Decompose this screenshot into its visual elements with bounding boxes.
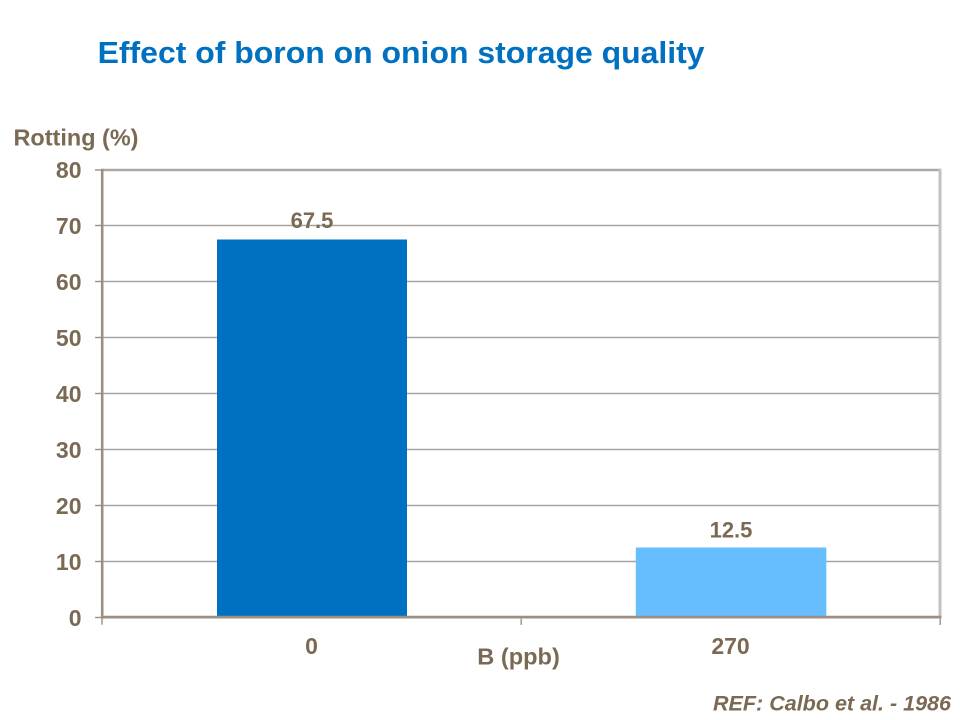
svg-text:REF: Calbo et al. - 1986: REF: Calbo et al. - 1986 [713,692,951,715]
svg-text:270: 270 [711,633,749,659]
svg-text:0: 0 [69,605,82,631]
svg-text:20: 20 [56,493,82,519]
svg-text:50: 50 [56,325,82,351]
svg-text:Rotting (%): Rotting (%) [14,124,139,150]
svg-text:70: 70 [56,213,82,239]
svg-text:40: 40 [56,381,82,407]
svg-text:B (ppb): B (ppb) [477,644,560,670]
svg-text:0: 0 [305,633,318,659]
svg-text:Effect of boron on onion stora: Effect of boron on onion storage quality [98,35,706,70]
svg-text:10: 10 [56,549,82,575]
svg-text:67.5: 67.5 [291,208,334,233]
svg-text:60: 60 [56,269,82,295]
svg-text:80: 80 [56,157,82,183]
svg-text:30: 30 [56,437,82,463]
svg-text:12.5: 12.5 [710,518,753,543]
